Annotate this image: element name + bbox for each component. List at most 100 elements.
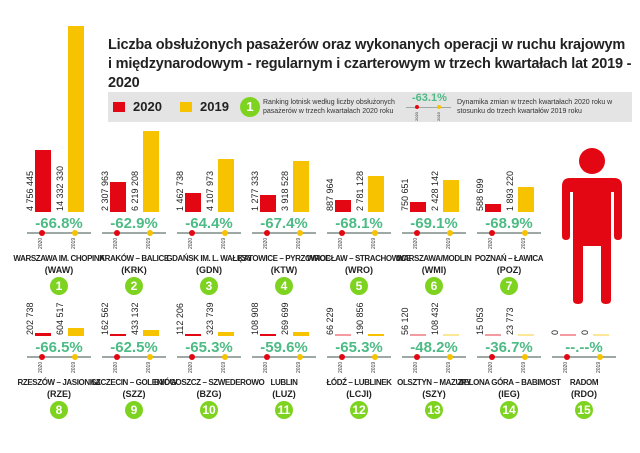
rank-badge: 2 — [125, 277, 143, 295]
timeline-axis — [27, 232, 91, 234]
rank-badge: 7 — [500, 277, 518, 295]
value-label-2020: 66 229 — [325, 307, 335, 335]
airport-code: (RZE) — [47, 389, 71, 399]
timeline-axis — [552, 356, 616, 358]
airport-name: RADOM — [569, 378, 599, 387]
value-label-2020: 588 699 — [475, 178, 485, 211]
airport-name: RZESZÓW – JASIONKA — [17, 378, 101, 387]
rank-badge: 8 — [50, 401, 68, 419]
change-percent: -36.7% — [485, 339, 533, 356]
axis-label-2019: 2019 — [446, 237, 452, 249]
value-label-2019: 1 893 220 — [505, 170, 515, 211]
bar-2019 — [593, 334, 609, 336]
bar-2019 — [218, 158, 234, 212]
airport-code: (LUZ) — [272, 389, 296, 399]
axis-label-2020: 2020 — [263, 361, 269, 373]
airport-name: BYDGOSZCZ – SZWEDEROWO — [154, 378, 265, 387]
airport-code: (KRK) — [121, 265, 147, 275]
axis-label-2019: 2019 — [446, 361, 452, 373]
timeline-axis — [402, 232, 466, 234]
airport-code: (WAW) — [44, 265, 74, 275]
airport-name: ZIELONA GÓRA – BABIMOST — [457, 378, 561, 387]
value-label-2019: 2 428 142 — [430, 170, 440, 211]
value-label-2020: 112 206 — [175, 303, 185, 335]
axis-label-2019: 2019 — [146, 361, 152, 373]
dot-2019 — [222, 354, 228, 360]
rank-badge: 11 — [275, 401, 293, 419]
title-line-1: Liczba obsłużonych pasażerów oraz wykona… — [108, 37, 626, 53]
axis-label-2020: 2020 — [338, 361, 344, 373]
value-label-2019: 0 — [580, 329, 590, 335]
value-label-2019: 604 517 — [55, 302, 65, 335]
axis-label-2019: 2019 — [221, 237, 227, 249]
value-label-2019: 108 432 — [430, 302, 440, 335]
timeline-axis — [27, 356, 91, 358]
legend-axis-2019: 2019 — [436, 112, 441, 121]
axis-label-2019: 2019 — [71, 361, 77, 373]
airport-name: WARSZAWA IM. CHOPINA — [13, 254, 105, 263]
axis-label-2019: 2019 — [296, 237, 302, 249]
timeline-axis — [477, 356, 541, 358]
dot-2020 — [339, 230, 345, 236]
axis-label-2020: 2020 — [113, 237, 119, 249]
bar-2019 — [518, 187, 534, 212]
axis-label-2020: 2020 — [413, 361, 419, 373]
rank-badge: 3 — [200, 277, 218, 295]
airport-name: POZNAŃ – ŁAWICA — [474, 254, 544, 263]
value-label-2019: 4 107 973 — [205, 170, 215, 211]
bar-2019 — [68, 25, 84, 212]
legend-rank-badge: 1 — [240, 97, 260, 117]
page-title: Liczba obsłużonych pasażerów oraz wykona… — [108, 36, 640, 93]
bar-2020 — [35, 150, 51, 212]
change-percent: -59.6% — [260, 339, 308, 356]
dot-2020 — [489, 230, 495, 236]
timeline-axis — [327, 356, 391, 358]
bar-2020 — [335, 334, 351, 336]
axis-label-2020: 2020 — [413, 237, 419, 249]
change-percent: -65.3% — [185, 339, 233, 356]
value-label-2020: 15 053 — [475, 307, 485, 335]
bar-2020 — [335, 200, 351, 212]
dot-2019 — [147, 354, 153, 360]
rank-badge: 5 — [350, 277, 368, 295]
airport-name: GDAŃSK IM. L. WAŁĘSY — [166, 254, 252, 263]
dot-2019 — [147, 230, 153, 236]
rank-badge: 9 — [125, 401, 143, 419]
axis-label-2020: 2020 — [338, 237, 344, 249]
dot-2020 — [489, 354, 495, 360]
change-percent: -48.2% — [410, 339, 458, 356]
bar-2019 — [218, 331, 234, 336]
axis-label-2019: 2019 — [521, 361, 527, 373]
value-label-2020: 162 562 — [100, 302, 110, 335]
change-percent: -69.1% — [410, 215, 458, 232]
dot-2019 — [297, 354, 303, 360]
bar-2020 — [35, 333, 51, 336]
timeline-axis — [327, 232, 391, 234]
dot-2020 — [189, 230, 195, 236]
airport-code: (POZ) — [496, 265, 522, 275]
value-label-2020: 56 120 — [400, 307, 410, 335]
airport-code: (IEG) — [498, 389, 520, 399]
legend-label-2020: 2020 — [133, 99, 162, 114]
change-percent: -68.9% — [485, 215, 533, 232]
airport-name: ŁÓDŹ – LUBLINEK — [326, 378, 392, 387]
airport-name: KRAKÓW – BALICE — [99, 254, 169, 263]
axis-label-2019: 2019 — [296, 361, 302, 373]
axis-label-2019: 2019 — [371, 237, 377, 249]
axis-label-2020: 2020 — [38, 361, 44, 373]
change-percent: -66.8% — [35, 215, 83, 232]
timeline-axis — [102, 356, 166, 358]
change-percent: -64.4% — [185, 215, 233, 232]
change-percent: -62.5% — [110, 339, 158, 356]
dot-2020 — [414, 230, 420, 236]
bar-2019 — [293, 332, 309, 336]
value-label-2020: 887 964 — [325, 178, 335, 211]
bar-2019 — [443, 334, 459, 336]
airport-code: (WMI) — [421, 265, 447, 275]
axis-label-2020: 2020 — [488, 361, 494, 373]
legend-axis-line — [406, 107, 451, 108]
title-line-2: i międzynarodowym - regularnym i czarter… — [108, 56, 632, 91]
airport-code: (GDN) — [196, 265, 222, 275]
bar-2019 — [368, 333, 384, 336]
value-label-2019: 269 699 — [280, 302, 290, 335]
